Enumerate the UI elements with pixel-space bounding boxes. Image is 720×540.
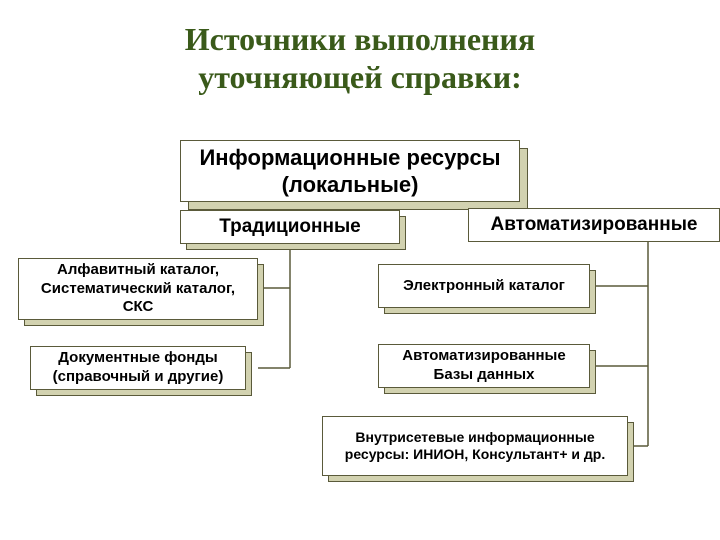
trad_leaf_2-box: Документные фонды (справочный и другие) [30,346,246,390]
auto_header-box: Автоматизированные [468,208,720,242]
title-line-1: Источники выполнения [185,21,535,57]
trad_header-box: Традиционные [180,210,400,244]
auto_leaf_2-box: Автоматизированные Базы данных [378,344,590,388]
trad_leaf_1-box: Алфавитный каталог, Систематический ката… [18,258,258,320]
auto_leaf_1-box: Электронный каталог [378,264,590,308]
auto_leaf_3-box: Внутрисетевые информационные ресурсы: ИН… [322,416,628,476]
root-box: Информационные ресурсы (локальные) [180,140,520,202]
page-title: Источники выполнения уточняющей справки: [0,0,720,97]
title-line-2: уточняющей справки: [198,59,522,95]
